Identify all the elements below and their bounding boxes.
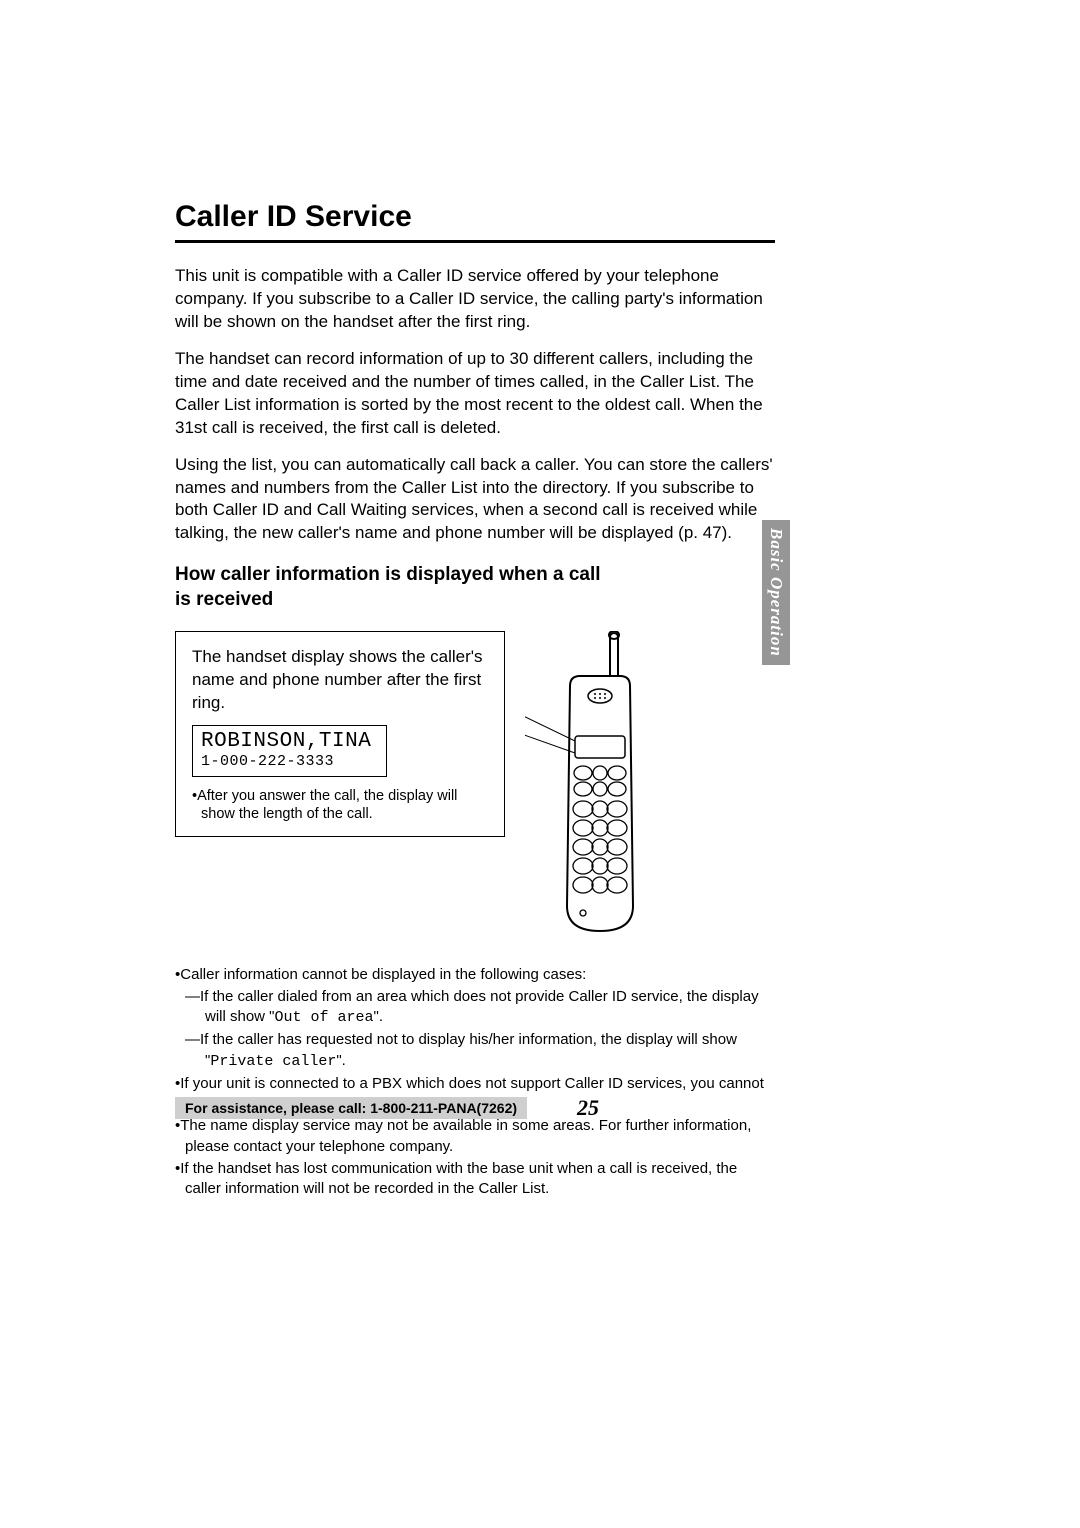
intro-paragraph-2: The handset can record information of up… (175, 348, 775, 440)
section-tab: Basic Operation (762, 520, 790, 665)
note-item: If the handset has lost communication wi… (175, 1159, 775, 1200)
note-item: Caller information cannot be displayed i… (175, 965, 775, 985)
lcd-caller-name: ROBINSON,TINA (201, 730, 378, 753)
handset-illustration (525, 631, 665, 941)
phone-icon (525, 631, 665, 941)
note-item: The name display service may not be avai… (175, 1116, 775, 1157)
assistance-box: For assistance, please call: 1-800-211-P… (175, 1097, 527, 1119)
note-subitem: If the caller has requested not to displ… (175, 1030, 775, 1072)
display-example-row: The handset display shows the caller's n… (175, 631, 775, 941)
notes-list: Caller information cannot be displayed i… (175, 965, 775, 1200)
page-number: 25 (577, 1095, 599, 1121)
lcd-caller-number: 1-000-222-3333 (201, 753, 378, 770)
section-subheading: How caller information is displayed when… (175, 563, 605, 612)
lcd-display: ROBINSON,TINA 1-000-222-3333 (192, 725, 387, 777)
note-subitem: If the caller dialed from an area which … (175, 987, 775, 1029)
section-tab-label: Basic Operation (766, 528, 786, 657)
callout-box: The handset display shows the caller's n… (175, 631, 505, 838)
intro-paragraph-3: Using the list, you can automatically ca… (175, 454, 775, 546)
callout-text: The handset display shows the caller's n… (192, 646, 488, 715)
callout-note: •After you answer the call, the display … (192, 787, 488, 825)
intro-paragraph-1: This unit is compatible with a Caller ID… (175, 265, 775, 334)
page-title: Caller ID Service (175, 200, 775, 243)
page-footer: For assistance, please call: 1-800-211-P… (175, 1095, 780, 1121)
